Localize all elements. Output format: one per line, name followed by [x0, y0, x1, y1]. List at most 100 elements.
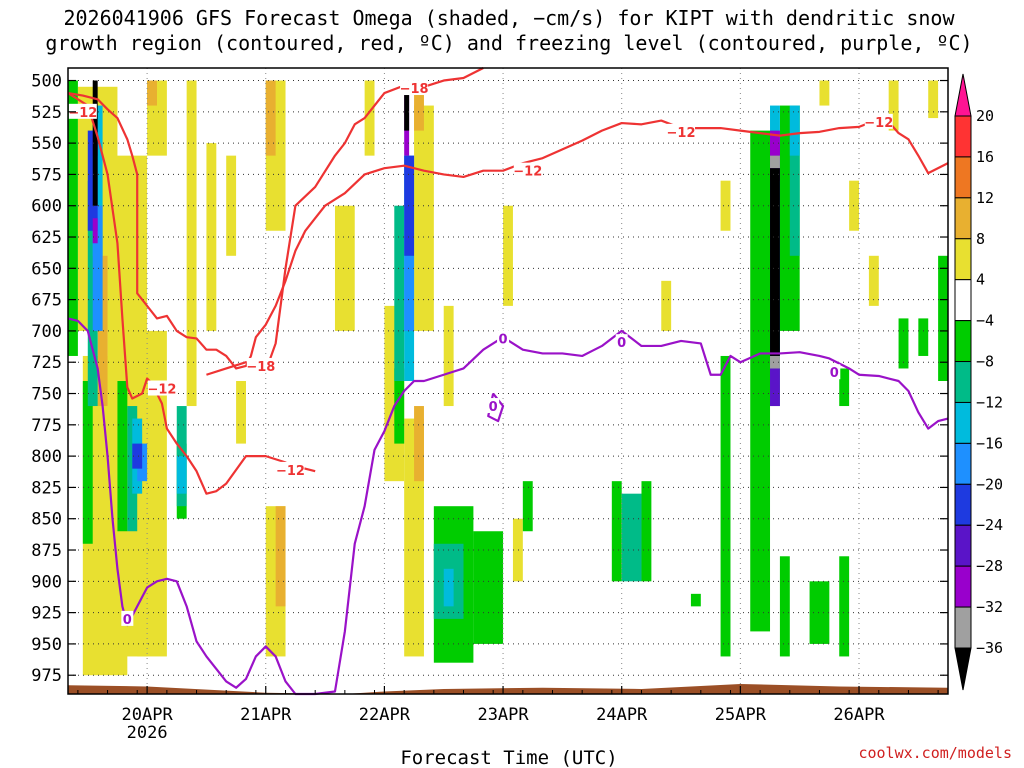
omega-cell-2-9 — [641, 481, 652, 582]
x-tick-year-label: 2026 — [127, 723, 168, 743]
colorbar-segment-3 — [954, 238, 972, 281]
colorbar-segment-8 — [954, 442, 972, 485]
contour-label-0: −12 — [68, 106, 97, 121]
omega-cell-0-8 — [236, 381, 246, 444]
contour-label-8: 0 — [123, 613, 132, 628]
dgz-lower-12 — [67, 92, 316, 495]
omega-cell-6-2 — [404, 155, 415, 256]
omega-cell-0-18 — [512, 518, 523, 582]
omega-cell-2-18 — [898, 318, 909, 369]
colorbar-label-4: 4 — [976, 271, 985, 289]
colorbar-label-7: −12 — [976, 393, 1003, 411]
plot-frame — [67, 67, 949, 695]
y-tick-label-2: 550 — [31, 134, 62, 154]
freezing-level-0 — [67, 317, 949, 696]
y-tick-label-0: 500 — [31, 72, 62, 92]
colorbar-segment-4 — [954, 279, 972, 322]
y-tick-label-15: 875 — [31, 541, 62, 561]
terrain-surface — [68, 683, 948, 694]
x-tick-label-3: 23APR — [477, 705, 529, 725]
x-tick-label-6: 26APR — [833, 705, 885, 725]
contour-label-7: −12 — [276, 464, 305, 479]
omega-cell-2-7 — [522, 481, 533, 532]
y-tick-label-16: 900 — [31, 572, 62, 592]
contour-layer — [67, 67, 949, 696]
omega-cell-0-25 — [928, 80, 939, 119]
omega-cell-0-24 — [888, 80, 899, 131]
omega-cell-0-21 — [819, 80, 830, 106]
contour-label-6: −18 — [246, 360, 275, 375]
omega-cell-1-3 — [275, 506, 286, 607]
colorbar-segment-0 — [954, 115, 972, 158]
colorbar: 20 16 12 8 4 −4 −8 −12 −16 −20 −24 −28 −32 −36 — [954, 73, 1003, 691]
omega-cell-10-2 — [770, 168, 780, 356]
y-tick-label-4: 600 — [31, 197, 62, 217]
omega-cell-2-19 — [918, 318, 929, 356]
omega-cell-5-2 — [404, 255, 415, 331]
x-axis-label: Forecast Time (UTC) — [400, 747, 617, 768]
contour-label-bg-3 — [667, 123, 696, 139]
x-tick-label-0: 20APR — [122, 705, 174, 725]
omega-cell-2-4 — [394, 368, 405, 444]
contour-label-bg-11 — [615, 334, 628, 350]
colorbar-label-10: −24 — [976, 516, 1003, 534]
omega-cell-1-1 — [147, 80, 157, 106]
colorbar-segment-1 — [954, 156, 972, 199]
y-tick-label-8: 700 — [31, 322, 62, 342]
y-tick-label-3: 575 — [31, 165, 62, 185]
omega-cell-2-16 — [839, 368, 850, 407]
contour-label-bg-4 — [864, 113, 893, 129]
y-tick-label-5: 625 — [31, 228, 62, 248]
contour-label-bg-9 — [497, 330, 510, 346]
colorbar-label-2: 12 — [976, 189, 994, 207]
colorbar-segment-6 — [954, 361, 972, 403]
omega-cell-1-5 — [414, 406, 424, 482]
colorbar-label-12: −32 — [976, 598, 1003, 616]
omega-cell-1-0 — [97, 255, 108, 407]
omega-cell-8-0 — [92, 218, 98, 244]
omega-cell-2-6 — [473, 531, 504, 644]
y-tick-label-17: 925 — [31, 604, 62, 624]
contour-label-1: −18 — [400, 82, 429, 97]
y-tick-label-10: 750 — [31, 385, 62, 405]
colorbar-label-5: −4 — [976, 312, 994, 330]
omega-cell-2-15 — [809, 581, 830, 644]
y-axis: 500 525 550 575 600 625 650 675 700 725 750 775 800 8… — [31, 72, 948, 686]
omega-cell-1-2 — [265, 80, 276, 156]
y-tick-label-12: 800 — [31, 447, 62, 467]
omega-cell-2-1 — [82, 381, 93, 544]
omega-cell-2-0 — [68, 80, 78, 356]
contour-label-bg-12 — [828, 364, 841, 380]
omega-cell-10-0 — [92, 80, 98, 206]
colorbar-segment-7 — [954, 401, 972, 444]
omega-cell-4-4 — [443, 568, 454, 607]
contour-label-bg-2 — [513, 162, 542, 178]
omega-cell-2-8 — [611, 481, 622, 582]
y-tick-label-9: 725 — [31, 353, 62, 373]
omega-cell-0-11 — [334, 205, 355, 331]
omega-cell-0-17 — [503, 205, 513, 306]
x-tick-label-2: 22APR — [359, 705, 411, 725]
omega-cell-7-2 — [770, 368, 780, 407]
omega-cell-1-4 — [414, 80, 424, 131]
colorbar-label-3: 8 — [976, 230, 985, 248]
omega-cell-2-17 — [839, 556, 850, 657]
contour-label-layer: −12 −18 −12 −12 −12 −12 −18 −12 0 0 0 0 0 — [68, 80, 893, 628]
contour-label-bg-1 — [400, 80, 429, 96]
colorbar-segment-2 — [954, 197, 972, 240]
y-tick-label-11: 775 — [31, 416, 62, 436]
contour-label-4: −12 — [864, 116, 893, 131]
omega-cell-2-10 — [690, 593, 701, 607]
omega-cell-0-7 — [226, 155, 237, 256]
omega-cell-0-12 — [364, 80, 375, 156]
y-tick-label-14: 850 — [31, 510, 62, 530]
x-tick-label-5: 25APR — [715, 705, 767, 725]
omega-cell-4-2 — [176, 456, 187, 494]
colorbar-label-11: −28 — [976, 557, 1003, 575]
omega-cell-9-0 — [770, 155, 780, 169]
chart-title-line-2: growth region (contoured, red, ºC) and f… — [45, 31, 972, 55]
contour-label-12: 0 — [830, 366, 839, 381]
omega-cell-2-11 — [720, 355, 731, 657]
omega-cell-6-1 — [132, 443, 143, 469]
contour-label-bg-7 — [276, 461, 305, 477]
